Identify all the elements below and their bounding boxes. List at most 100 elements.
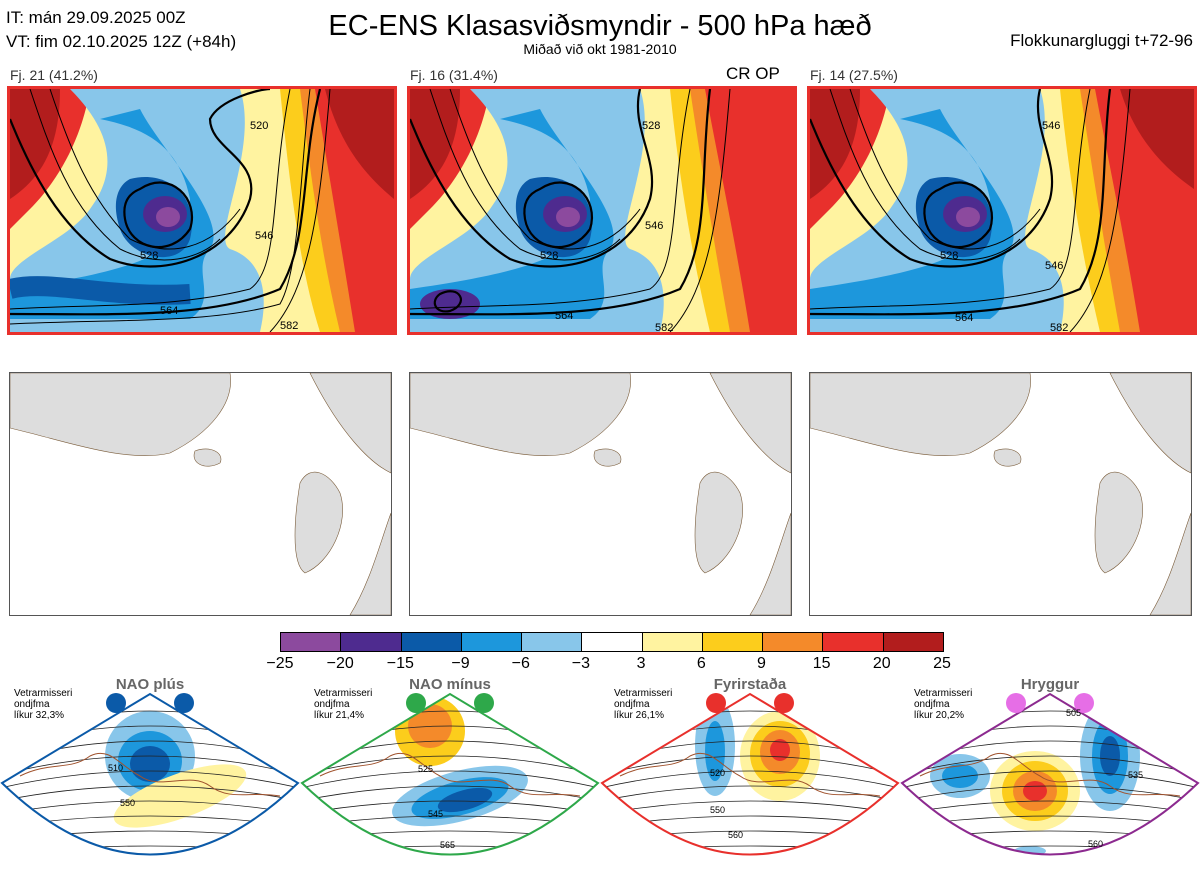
panel-2-label: Fj. 16 (31.4%)	[410, 67, 498, 83]
regime-contour-label: 560	[728, 830, 743, 840]
panel-1-label: Fj. 21 (41.2%)	[10, 67, 98, 83]
regime-contour-label: 505	[1066, 708, 1081, 718]
cluster-map-2: 528 546 564 582 528	[407, 86, 797, 335]
regime-contour-label: 545	[428, 809, 443, 819]
contour-label: 528	[642, 120, 660, 132]
regime-marker-dot	[174, 693, 194, 713]
regime-note-line: líkur 26,1%	[614, 710, 665, 721]
regime-panel: 520 550 560 Fyrirstaða Vetrarmisseri ondjfma l…	[600, 676, 900, 871]
contour-label: 582	[280, 320, 298, 332]
regime-outline	[300, 692, 600, 856]
colorbar-tick-label: −15	[386, 655, 414, 672]
regime-note-line: Vetrarmisseri	[914, 688, 973, 699]
colorbar-tick-label: −3	[571, 655, 591, 672]
colorbar-tick-label: 3	[636, 655, 646, 672]
colorbar	[280, 632, 944, 652]
panel-2-tag: CR OP	[726, 64, 780, 83]
regime-marker-dot	[1074, 693, 1094, 713]
contour-label: 582	[655, 322, 673, 332]
regime-contour-label: 535	[1128, 770, 1143, 780]
regime-contour-label: 525	[418, 764, 433, 774]
regime-name: Hryggur	[1020, 676, 1080, 693]
contour-label: 528	[540, 250, 558, 262]
regime-outline	[0, 692, 300, 856]
colorbar-swatch	[823, 633, 884, 651]
regime-contour-label: 520	[710, 768, 725, 778]
regime-marker-dot	[474, 693, 494, 713]
contour-label: 520	[250, 120, 268, 132]
colorbar-tick-label: −25	[266, 655, 294, 672]
regime-name: Fyrirstaða	[713, 676, 787, 693]
page-subtitle: Miðað við okt 1981-2010	[523, 41, 677, 57]
classification-window: Flokkunargluggi t+72-96	[1010, 31, 1193, 50]
colorbar-swatch	[582, 633, 643, 651]
cluster-map-1: 528 546 564 582 520	[7, 86, 397, 335]
contour-label: 546	[255, 230, 273, 242]
regime-outline	[900, 692, 1200, 856]
contour-label: 528	[940, 250, 958, 262]
valid-time: VT: fim 02.10.2025 12Z (+84h)	[6, 32, 237, 51]
colorbar-swatch	[401, 633, 462, 651]
regime-note-line: líkur 21,4%	[314, 710, 365, 721]
regime-outline	[600, 692, 900, 856]
regime-note-line: Vetrarmisseri	[314, 688, 373, 699]
colorbar-swatch	[763, 633, 824, 651]
regime-note-line: ondjfma	[614, 699, 650, 710]
colorbar-swatch	[642, 633, 703, 651]
contour-label: 546	[1042, 120, 1060, 132]
colorbar-swatch	[883, 633, 943, 651]
colorbar-tick-label: 25	[933, 655, 951, 672]
regime-note-line: líkur 32,3%	[14, 710, 65, 721]
colorbar-swatch	[281, 633, 342, 651]
colorbar-tick-label: 9	[757, 655, 766, 672]
regime-note: Vetrarmisseri ondjfma líkur 20,2%	[914, 688, 972, 721]
regime-note-line: líkur 20,2%	[914, 710, 965, 721]
regime-note: Vetrarmisseri ondjfma líkur 32,3%	[14, 688, 72, 721]
regime-contour-label: 550	[710, 805, 725, 815]
regime-marker-dot	[706, 693, 726, 713]
contour-label: 528	[140, 250, 158, 262]
cluster-map-3: 528 546 564 582 546	[807, 86, 1197, 335]
regime-marker-dot	[1006, 693, 1026, 713]
contour-label: 564	[160, 305, 178, 317]
regime-contour-label: 550	[120, 798, 135, 808]
regime-note: Vetrarmisseri ondjfma líkur 26,1%	[614, 688, 672, 721]
colorbar-swatch	[522, 633, 583, 651]
regime-panel: 525 545 565 NAO mínus Vetrarmisseri ondjfma lí…	[300, 676, 600, 871]
regime-note: Vetrarmisseri ondjfma líkur 21,4%	[314, 688, 372, 721]
regime-name: NAO mínus	[409, 676, 491, 693]
header-info: IT: mán 29.09.2025 00Z VT: fim 02.10.202…	[6, 6, 236, 54]
regime-note-line: ondjfma	[914, 699, 950, 710]
colorbar-swatch	[341, 633, 402, 651]
colorbar-tick-label: −9	[451, 655, 470, 672]
regime-note-line: Vetrarmisseri	[614, 688, 673, 699]
colorbar-tick-label: −6	[511, 655, 530, 672]
regime-marker-dot	[406, 693, 426, 713]
colorbar-tick-label: 15	[812, 655, 831, 672]
regime-note-line: Vetrarmisseri	[14, 688, 73, 699]
page-title: EC-ENS Klasasviðsmyndir - 500 hPa hæð	[328, 10, 872, 42]
contour-label: 546	[1045, 260, 1063, 272]
regime-note-line: ondjfma	[314, 699, 350, 710]
regime-name: NAO plús	[115, 676, 185, 693]
empty-map-1	[9, 372, 392, 616]
colorbar-swatch	[461, 633, 523, 651]
regime-marker-dot	[106, 693, 126, 713]
colorbar-tick-label: 6	[696, 655, 706, 672]
contour-label: 582	[1050, 322, 1068, 332]
empty-map-2	[409, 372, 792, 616]
colorbar-swatch	[702, 633, 764, 651]
regime-contour-label: 560	[1088, 839, 1103, 849]
panel-3-label: Fj. 14 (27.5%)	[810, 67, 898, 83]
contour-label: 564	[955, 312, 973, 324]
colorbar-tick-label: 20	[872, 655, 891, 672]
empty-map-3	[809, 372, 1192, 616]
regime-panel: 505 535 560 Hryggur Vetrarmisseri ondjfma líku…	[900, 676, 1200, 871]
regime-marker-dot	[774, 693, 794, 713]
regime-contour-label: 510	[108, 763, 123, 773]
regime-contour-label: 565	[440, 840, 455, 850]
initial-time: IT: mán 29.09.2025 00Z	[6, 8, 186, 27]
regime-note-line: ondjfma	[14, 699, 50, 710]
regime-panel: 510 550 NAO plús Vetrarmisseri ondjfma líkur …	[0, 676, 300, 871]
contour-label: 546	[645, 220, 663, 232]
